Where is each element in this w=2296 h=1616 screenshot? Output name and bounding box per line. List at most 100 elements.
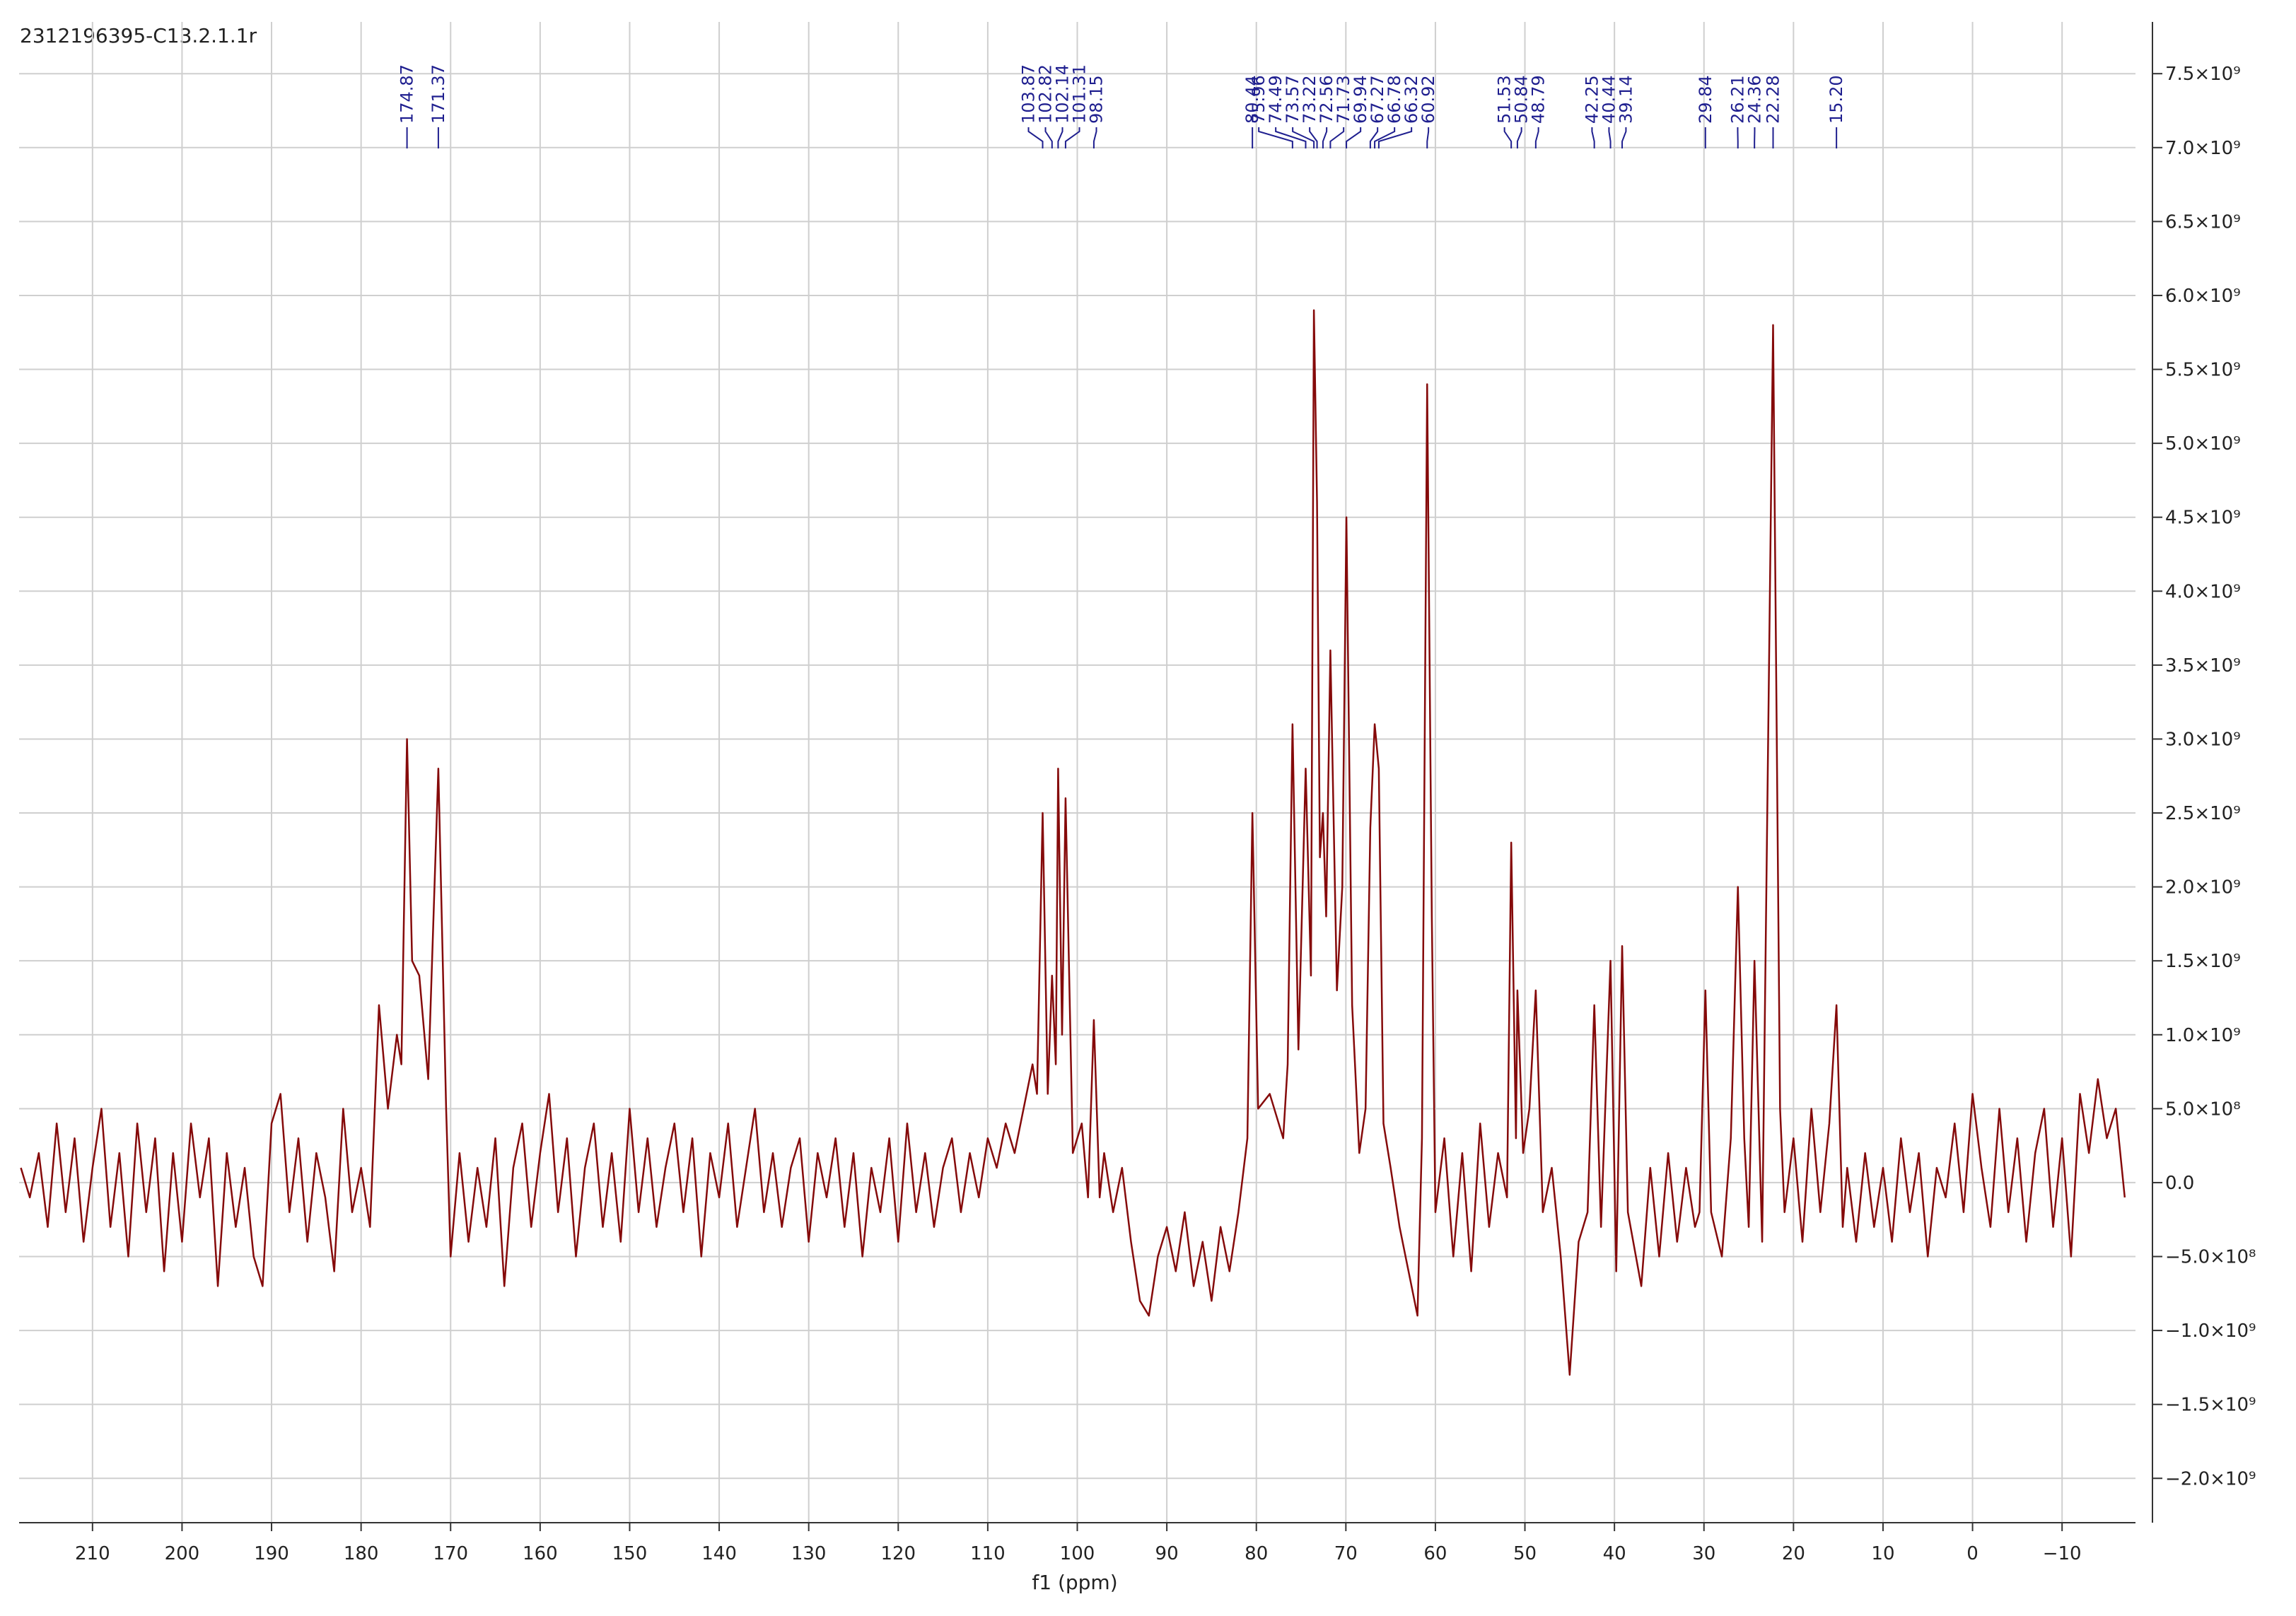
peak-connector <box>1258 127 1293 148</box>
x-tick-label: 10 <box>1871 1543 1894 1564</box>
x-tick-label: 80 <box>1245 1543 1268 1564</box>
x-tick-label: 20 <box>1782 1543 1805 1564</box>
y-tick-label: 2.5×10⁹ <box>2165 803 2241 824</box>
y-tick-label: 5.5×10⁹ <box>2165 360 2241 381</box>
peak-label: 171.37 <box>429 64 448 124</box>
peak-label: 42.25 <box>1582 75 1602 124</box>
x-tick-label: 0 <box>1966 1543 1979 1564</box>
spectrum-line <box>20 309 2126 1376</box>
peak-label: 174.87 <box>397 64 417 124</box>
y-tick-label: 5.0×10⁸ <box>2165 1099 2241 1120</box>
peak-connector <box>1309 127 1318 148</box>
y-tick-label: 3.5×10⁹ <box>2165 655 2241 677</box>
peak-label: 51.53 <box>1495 75 1515 124</box>
peak-label: 102.14 <box>1053 64 1073 124</box>
peak-connector <box>1092 127 1097 148</box>
x-tick-label: 50 <box>1513 1543 1537 1564</box>
y-tick-label: 6.0×10⁹ <box>2165 286 2241 307</box>
y-tick-label: 1.0×10⁹ <box>2165 1025 2241 1046</box>
y-tick-label: 4.5×10⁹ <box>2165 508 2241 529</box>
y-tick-label: −2.0×10⁹ <box>2165 1468 2256 1489</box>
peak-label: 80.44 <box>1242 75 1262 124</box>
peak-label: 29.84 <box>1696 75 1715 124</box>
x-tick-label: 140 <box>701 1543 737 1564</box>
peak-label: 39.14 <box>1616 75 1636 124</box>
y-tick-label: 7.5×10⁹ <box>2165 64 2241 85</box>
peak-label: 50.84 <box>1512 75 1532 124</box>
peak-label: 15.20 <box>1826 75 1846 124</box>
peak-label: 22.28 <box>1763 75 1783 124</box>
peak-connector <box>1591 127 1595 148</box>
peak-connector <box>1329 127 1345 148</box>
peak-connector <box>1322 127 1328 148</box>
y-tick-label: 0.0 <box>2165 1173 2194 1194</box>
x-tick-label: 150 <box>612 1543 648 1564</box>
peak-label: 74.49 <box>1266 75 1286 124</box>
peak-connector <box>1516 127 1522 148</box>
peak-label: 69.94 <box>1351 75 1370 124</box>
peak-label: 48.79 <box>1529 75 1549 124</box>
x-tick-label: 40 <box>1603 1543 1626 1564</box>
peak-label: 26.21 <box>1727 75 1747 124</box>
peak-label: 71.73 <box>1334 75 1353 124</box>
y-tick-label: −5.0×10⁸ <box>2165 1247 2256 1268</box>
peak-label: 24.36 <box>1744 75 1764 124</box>
x-tick-label: −10 <box>2043 1543 2082 1564</box>
peak-connector <box>1292 127 1315 148</box>
y-tick-label: 7.0×10⁹ <box>2165 138 2241 159</box>
y-tick-label: −1.0×10⁹ <box>2165 1321 2256 1342</box>
peak-label: 73.22 <box>1300 75 1319 124</box>
peak-label: 67.27 <box>1368 75 1387 124</box>
peak-label: 72.56 <box>1317 75 1336 124</box>
y-tick-label: 5.0×10⁹ <box>2165 433 2241 455</box>
x-tick-label: 60 <box>1423 1543 1447 1564</box>
peak-connector <box>1027 127 1044 148</box>
peak-connector <box>1503 127 1513 148</box>
peak-label: 98.15 <box>1087 75 1107 124</box>
peak-connector <box>1064 127 1080 148</box>
x-tick-label: 130 <box>791 1543 827 1564</box>
y-tick-label: 1.5×10⁹ <box>2165 951 2241 972</box>
peak-label: 40.44 <box>1599 75 1619 124</box>
x-tick-label: 110 <box>970 1543 1006 1564</box>
peak-label: 75.96 <box>1249 75 1269 124</box>
peak-label: 66.78 <box>1385 75 1404 124</box>
peak-label: 73.57 <box>1283 75 1303 124</box>
y-tick-label: 4.0×10⁹ <box>2165 581 2241 602</box>
x-tick-label: 180 <box>344 1543 379 1564</box>
x-tick-label: 120 <box>880 1543 916 1564</box>
peak-connector <box>1621 127 1627 148</box>
chart-title: 2312196395-C13.2.1.1r <box>20 24 257 47</box>
peak-connector <box>1346 127 1362 148</box>
peak-connector <box>1275 127 1307 148</box>
x-tick-label: 90 <box>1155 1543 1179 1564</box>
peak-label: 60.92 <box>1418 75 1438 124</box>
x-tick-label: 210 <box>75 1543 110 1564</box>
x-axis-label: f1 (ppm) <box>1032 1571 1117 1594</box>
x-tick-label: 170 <box>433 1543 468 1564</box>
x-tick-label: 70 <box>1334 1543 1358 1564</box>
peak-label: 66.32 <box>1402 75 1421 124</box>
peak-connector <box>1369 127 1379 148</box>
y-tick-label: −1.5×10⁹ <box>2165 1395 2256 1416</box>
peak-connector <box>1608 127 1612 148</box>
y-tick-label: 6.5×10⁹ <box>2165 211 2241 233</box>
peak-label: 102.82 <box>1036 64 1056 124</box>
peak-connector <box>1374 127 1396 148</box>
x-tick-label: 190 <box>254 1543 289 1564</box>
x-tick-label: 100 <box>1060 1543 1095 1564</box>
y-tick-label: 2.0×10⁹ <box>2165 877 2241 898</box>
y-tick-label: 3.0×10⁹ <box>2165 729 2241 750</box>
x-tick-label: 160 <box>523 1543 558 1564</box>
peak-label: 101.31 <box>1070 64 1090 124</box>
peak-connector <box>1377 127 1413 148</box>
x-tick-label: 30 <box>1692 1543 1715 1564</box>
peak-label: 103.87 <box>1019 64 1039 124</box>
peak-connector <box>1426 127 1430 148</box>
peak-connector <box>1044 127 1053 148</box>
peak-connector <box>1057 127 1063 148</box>
x-tick-label: 200 <box>165 1543 200 1564</box>
peak-connector <box>1534 127 1539 148</box>
